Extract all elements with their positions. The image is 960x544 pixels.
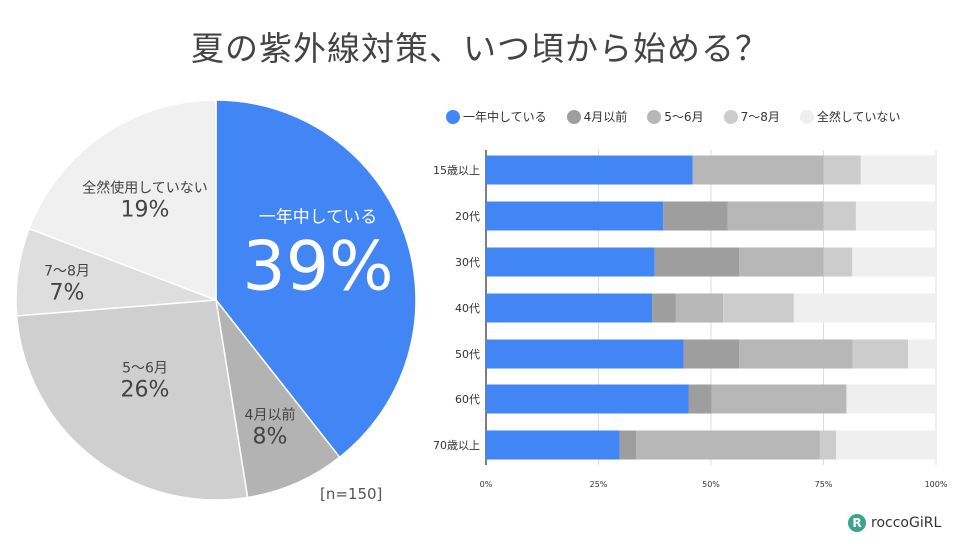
category-label: 40代 (455, 302, 480, 315)
bar-segment (793, 293, 936, 323)
bar-segment (855, 201, 936, 231)
legend-item: 一年中している (446, 108, 547, 125)
pie-slice-label: 一年中している 39% (242, 203, 393, 308)
bar-segment (739, 247, 824, 277)
bar-segment (619, 430, 637, 460)
pie-percent: 7% (49, 280, 85, 306)
bar-segment (663, 201, 728, 231)
pie-percent: 8% (252, 424, 288, 450)
category-label: 50代 (455, 348, 480, 361)
bar-segment (711, 384, 847, 414)
legend-item: 7〜8月 (723, 108, 780, 125)
bar-segment (819, 430, 837, 460)
pie-category: 全然使用していない (82, 180, 208, 197)
pie-slice-label: 7〜8月 7% (44, 261, 90, 306)
x-tick-label: 75% (814, 480, 833, 489)
legend-item: 4月以前 (566, 108, 628, 125)
legend-label: 4月以前 (583, 110, 628, 124)
category-label: 30代 (455, 256, 480, 269)
legend-swatch (723, 109, 738, 124)
bar-segment (675, 293, 724, 323)
logo-text: roccoGiRL (871, 515, 942, 531)
legend-label: 一年中している (463, 110, 547, 124)
pie-percent: 26% (120, 377, 170, 403)
bar-segment (688, 384, 712, 414)
bar-segment (823, 201, 856, 231)
logo-mark-icon: R (848, 514, 866, 532)
legend-swatch (566, 109, 581, 124)
legend-label: 全然していない (816, 110, 901, 124)
bar-segment (846, 384, 936, 414)
bar-segment (486, 201, 664, 231)
pie-slice-label: 5〜6月 26% (121, 358, 170, 403)
x-tick-label: 50% (702, 480, 720, 489)
bar-segment (739, 339, 853, 369)
bar-segment (486, 155, 693, 185)
x-tick-label: 25% (589, 480, 608, 489)
page-title: 夏の紫外線対策、いつ頃から始める？ (191, 29, 769, 68)
legend-item: 全然していない (799, 108, 901, 125)
sample-size: [n=150] (320, 485, 383, 503)
pie-category: 5〜6月 (122, 360, 168, 377)
bar-segment (486, 247, 655, 277)
bar-segment (852, 339, 909, 369)
legend-label: 5〜6月 (664, 110, 704, 124)
category-label: 15歳以上 (433, 164, 480, 177)
legend-swatch (446, 109, 460, 124)
bar-segment (823, 247, 853, 277)
bar-segment (908, 339, 936, 369)
bar-segment (823, 155, 861, 185)
bar-segment (860, 155, 936, 185)
x-tick-label: 0% (479, 480, 493, 489)
pie-slice (214, 297, 341, 499)
legend-label: 7〜8月 (740, 110, 780, 124)
category-label: 70歳以上 (433, 439, 480, 452)
category-label: 60代 (455, 393, 480, 406)
pie-slice-label: 全然使用していない 19% (82, 178, 208, 223)
legend-swatch (799, 109, 814, 124)
logo: R roccoGiRL (848, 514, 941, 532)
pie-chart (15, 99, 417, 501)
bar-segment (486, 384, 689, 414)
legend-swatch (647, 109, 662, 124)
bar-segment (636, 430, 820, 460)
pie-slice (28, 99, 217, 302)
pie-slice-label: 4月以前 8% (245, 405, 296, 450)
pie-slice (15, 299, 249, 501)
bar-segment (486, 293, 653, 323)
bar-segment (727, 201, 824, 231)
bar-segment (692, 155, 824, 185)
pie-percent: 39% (242, 227, 394, 307)
pie-category: 一年中している (258, 207, 378, 228)
x-tick-label: 100% (924, 480, 948, 489)
pie-category: 4月以前 (244, 407, 296, 424)
bar-segment (652, 293, 676, 323)
bar-legend: 一年中している 4月以前 5〜6月 7〜8月 全然していない (446, 108, 901, 125)
pie-slice (215, 99, 417, 459)
bar-segment (683, 339, 740, 369)
legend-item: 5〜6月 (647, 108, 704, 125)
bar-segment (654, 247, 740, 277)
bar-segment (852, 247, 936, 277)
pie-percent: 19% (120, 197, 170, 223)
category-label: 20代 (455, 210, 480, 223)
pie-category: 7〜8月 (44, 263, 90, 280)
bar-segment (836, 430, 936, 460)
bar-segment (486, 430, 620, 460)
bar-segment (723, 293, 794, 323)
bar-segment (486, 339, 684, 369)
